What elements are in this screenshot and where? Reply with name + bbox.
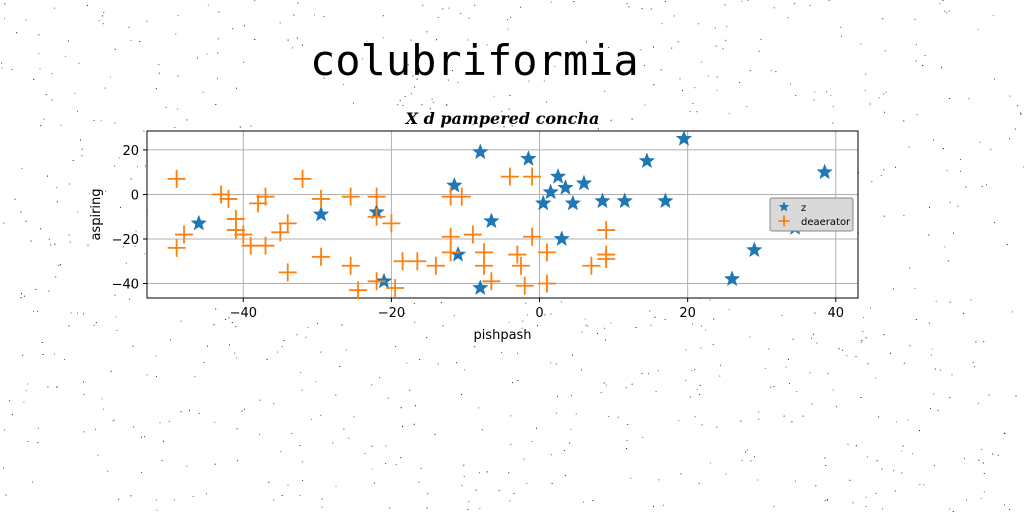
deaerator-point bbox=[367, 272, 386, 291]
deaerator-point bbox=[441, 227, 460, 246]
z-point bbox=[542, 183, 559, 200]
chart-title: X d pampered concha bbox=[405, 109, 600, 128]
x-tick-label: 40 bbox=[828, 306, 845, 321]
z-point bbox=[471, 143, 489, 160]
deaerator-point bbox=[256, 187, 275, 206]
z-point bbox=[483, 212, 500, 229]
z-point bbox=[446, 176, 463, 193]
y-tick-label: −20 bbox=[112, 233, 139, 248]
z-point bbox=[575, 174, 593, 191]
deaerator-point bbox=[367, 187, 386, 206]
deaerator-point bbox=[386, 278, 405, 297]
deaerator-point bbox=[167, 169, 186, 188]
deaerator-point bbox=[341, 256, 360, 275]
grid bbox=[147, 131, 858, 298]
deaerator-point bbox=[271, 223, 290, 242]
data-points bbox=[167, 130, 833, 300]
deaerator-point bbox=[256, 236, 275, 255]
x-tick-label: 20 bbox=[679, 306, 696, 321]
deaerator-point bbox=[582, 256, 601, 275]
deaerator-point bbox=[349, 281, 368, 300]
deaerator-point bbox=[537, 274, 556, 293]
deaerator-point bbox=[175, 225, 194, 244]
y-axis-label: aspiring bbox=[89, 188, 104, 240]
plot-area bbox=[146, 130, 859, 299]
deaerator-point bbox=[597, 250, 616, 269]
deaerator-point bbox=[293, 169, 312, 188]
deaerator-point bbox=[212, 185, 231, 204]
deaerator-point bbox=[234, 225, 253, 244]
z-point bbox=[675, 130, 693, 146]
deaerator-point bbox=[523, 167, 542, 186]
deaerator-point bbox=[452, 187, 471, 206]
legend-marker-deaerator bbox=[778, 215, 790, 227]
deaerator-point bbox=[512, 256, 531, 275]
deaerator-point bbox=[426, 256, 445, 275]
y-tick-label: 0 bbox=[131, 188, 139, 203]
legend-label-z: z bbox=[801, 203, 806, 214]
deaerator-point bbox=[441, 243, 460, 262]
z-point bbox=[638, 152, 656, 169]
x-axis-label: pishpash bbox=[473, 328, 531, 343]
z-point bbox=[557, 179, 574, 195]
deaerator-point bbox=[597, 221, 616, 240]
z-point bbox=[816, 163, 833, 180]
deaerator-point bbox=[278, 263, 297, 282]
z-point bbox=[534, 194, 552, 211]
y-tick-label: −40 bbox=[112, 278, 139, 293]
deaerator-point bbox=[537, 243, 556, 262]
deaerator-point bbox=[278, 214, 297, 233]
legend: z deaerator bbox=[769, 197, 854, 232]
z-point bbox=[471, 279, 489, 296]
figure-suptitle: colubriformia bbox=[310, 36, 639, 85]
z-point bbox=[549, 167, 567, 184]
z-point bbox=[190, 214, 208, 231]
z-point bbox=[520, 150, 537, 166]
x-tick-label: −20 bbox=[378, 306, 405, 321]
deaerator-point bbox=[515, 276, 534, 295]
z-point bbox=[312, 205, 330, 222]
deaerator-point bbox=[474, 256, 493, 275]
z-point bbox=[616, 192, 633, 209]
legend-label-deaerator: deaerator bbox=[801, 217, 851, 228]
deaerator-point bbox=[367, 207, 386, 226]
z-point bbox=[594, 192, 611, 209]
legend-marker-z bbox=[778, 201, 790, 212]
deaerator-point bbox=[312, 247, 331, 266]
deaerator-point bbox=[523, 227, 542, 246]
deaerator-point bbox=[226, 221, 245, 240]
deaerator-point bbox=[463, 225, 482, 244]
deaerator-point bbox=[408, 252, 427, 271]
z-point bbox=[553, 230, 571, 247]
z-point bbox=[657, 192, 674, 209]
z-point bbox=[746, 241, 763, 258]
deaerator-point bbox=[508, 245, 527, 264]
deaerator-point bbox=[341, 187, 360, 206]
deaerator-point bbox=[219, 189, 238, 208]
axis-ticks: −40 −20 0 20 40 20 0 −20 −40 bbox=[112, 144, 844, 321]
deaerator-point bbox=[482, 272, 501, 291]
x-tick-label: −40 bbox=[230, 306, 257, 321]
y-tick-label: 20 bbox=[122, 144, 139, 159]
deaerator-point bbox=[500, 167, 519, 186]
deaerator-point bbox=[312, 189, 331, 208]
z-point bbox=[564, 194, 582, 211]
deaerator-point bbox=[167, 238, 186, 257]
z-point bbox=[723, 270, 741, 287]
legend-box bbox=[769, 197, 854, 232]
deaerator-point bbox=[382, 214, 401, 233]
x-tick-label: 0 bbox=[535, 306, 543, 321]
